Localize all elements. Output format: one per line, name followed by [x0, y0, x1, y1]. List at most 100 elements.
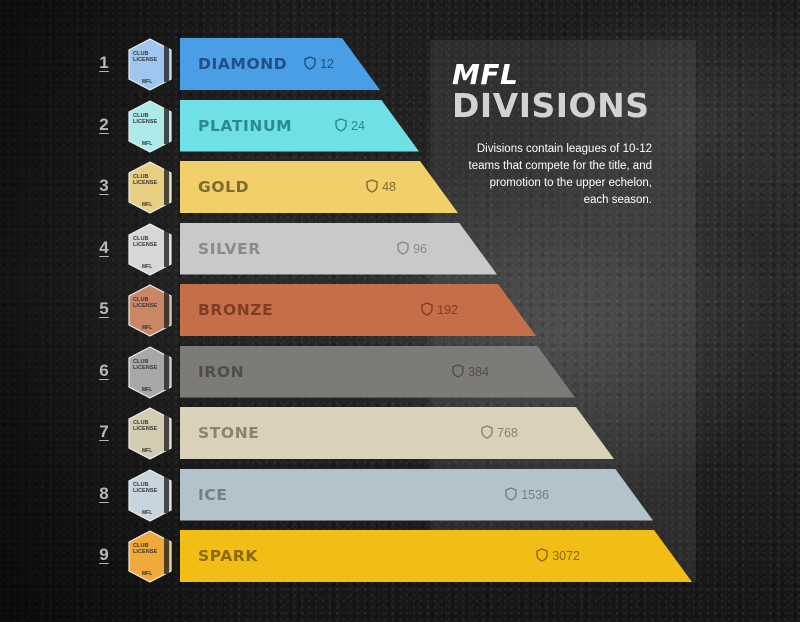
- division-band-diamond[interactable]: DIAMOND 12: [180, 38, 380, 90]
- club-license-badge: CLUB LICENSE MFL: [128, 345, 172, 399]
- badge-label: CLUB LICENSE: [133, 482, 161, 494]
- club-license-badge: CLUB LICENSE MFL: [128, 99, 172, 153]
- badge-line-2: LICENSE: [133, 57, 158, 63]
- badge-line-2: LICENSE: [133, 180, 158, 186]
- shield-icon: [536, 548, 548, 562]
- badge-brand: MFL: [142, 79, 153, 85]
- division-rank: 4: [99, 237, 109, 257]
- club-license-badge: CLUB LICENSE MFL: [128, 284, 172, 337]
- division-name: ICE: [198, 485, 228, 504]
- badge-hexagon: [128, 284, 172, 337]
- division-name: SILVER: [198, 239, 261, 258]
- badge-brand: MFL: [142, 509, 153, 516]
- division-band-stone[interactable]: STONE 768: [180, 407, 614, 459]
- badge-line-1: CLUB: [133, 543, 149, 549]
- division-band-iron[interactable]: IRON 384: [180, 345, 575, 398]
- division-name: GOLD: [198, 178, 250, 196]
- badge-line-1: CLUB: [133, 481, 149, 488]
- brand-logo: MFL: [452, 58, 519, 91]
- league-count: 24: [335, 100, 365, 152]
- shield-icon: [366, 179, 378, 193]
- club-license-badge: CLUB LICENSE MFL: [128, 407, 172, 460]
- league-count: 192: [421, 284, 458, 336]
- division-band-bronze[interactable]: BRONZE 192: [180, 284, 536, 336]
- badge-line-1: CLUB: [133, 358, 149, 365]
- shield-icon: [452, 363, 464, 378]
- division-band-gold[interactable]: GOLD 48: [180, 161, 458, 213]
- badge-hexagon: [128, 345, 172, 399]
- division-band-silver[interactable]: SILVER 96: [180, 222, 497, 275]
- badge-line-2: LICENSE: [133, 241, 158, 248]
- badge-line-1: CLUB: [133, 174, 149, 180]
- badge-hexagon: [128, 222, 172, 276]
- division-name: DIAMOND: [198, 55, 288, 73]
- division-name: SPARK: [198, 547, 259, 565]
- league-count: 96: [397, 223, 427, 275]
- league-count-value: 768: [497, 426, 518, 440]
- shield-icon: [505, 486, 517, 501]
- badge-label: CLUB LICENSE: [133, 420, 161, 432]
- badge-hexagon: [128, 38, 172, 91]
- club-license-badge: CLUB LICENSE MFL: [128, 38, 172, 91]
- badge-brand: MFL: [142, 140, 153, 147]
- division-rank: 1: [99, 53, 109, 72]
- shield-icon: [335, 117, 347, 132]
- league-count: 384: [452, 346, 489, 398]
- club-license-badge: CLUB LICENSE MFL: [128, 161, 172, 214]
- league-count-value: 192: [437, 303, 458, 317]
- division-name: PLATINUM: [198, 116, 293, 135]
- division-rank: 9: [99, 545, 109, 564]
- badge-line-2: LICENSE: [133, 118, 158, 125]
- badge-brand: MFL: [142, 202, 153, 208]
- badge-brand: MFL: [142, 263, 153, 270]
- badge-line-1: CLUB: [133, 51, 149, 57]
- division-band-ice[interactable]: ICE 1536: [180, 468, 653, 521]
- badge-brand: MFL: [142, 325, 153, 331]
- badge-line-2: LICENSE: [133, 303, 158, 309]
- badge-brand: MFL: [142, 386, 153, 393]
- club-license-badge: CLUB LICENSE MFL: [128, 222, 172, 276]
- badge-line-1: CLUB: [133, 235, 149, 242]
- badge-brand: MFL: [142, 571, 153, 577]
- badge-hexagon: [128, 99, 172, 153]
- league-count-value: 24: [351, 118, 365, 133]
- shield-icon: [481, 425, 493, 439]
- badge-label: CLUB LICENSE: [133, 113, 161, 125]
- division-rank: 3: [99, 176, 109, 195]
- club-license-badge: CLUB LICENSE MFL: [128, 530, 172, 583]
- badge-line-2: LICENSE: [133, 426, 158, 432]
- division-band-spark[interactable]: SPARK 3072: [180, 530, 692, 582]
- league-count-value: 12: [320, 57, 334, 71]
- division-band-platinum[interactable]: PLATINUM 24: [180, 99, 419, 152]
- league-count: 1536: [505, 469, 549, 521]
- division-rank: 5: [99, 299, 109, 318]
- badge-line-1: CLUB: [133, 297, 149, 303]
- league-count: 48: [366, 161, 396, 213]
- badge-label: CLUB LICENSE: [133, 174, 161, 186]
- badge-line-1: CLUB: [133, 420, 149, 426]
- badge-hexagon: [128, 468, 172, 522]
- badge-line-2: LICENSE: [133, 487, 158, 494]
- league-count-value: 3072: [552, 549, 580, 563]
- league-count-value: 96: [413, 241, 427, 256]
- league-count: 3072: [536, 530, 580, 582]
- division-rank: 7: [99, 422, 109, 441]
- division-rank: 6: [99, 360, 109, 380]
- badge-label: CLUB LICENSE: [133, 236, 161, 248]
- badge-line-1: CLUB: [133, 112, 149, 119]
- league-count-value: 384: [468, 364, 489, 379]
- badge-brand: MFL: [142, 448, 153, 454]
- division-name: IRON: [198, 362, 245, 381]
- divisions-description: Divisions contain leagues of 10-12 teams…: [468, 143, 652, 206]
- division-rank: 8: [99, 483, 109, 503]
- badge-hexagon: [128, 161, 172, 214]
- shield-icon: [421, 302, 433, 316]
- club-license-badge: CLUB LICENSE MFL: [128, 468, 172, 522]
- badge-label: CLUB LICENSE: [133, 297, 161, 309]
- badge-hexagon: [128, 530, 172, 583]
- league-count-value: 48: [382, 180, 396, 194]
- badge-line-2: LICENSE: [133, 549, 158, 555]
- division-name: STONE: [198, 424, 260, 442]
- division-rank: 2: [99, 114, 109, 134]
